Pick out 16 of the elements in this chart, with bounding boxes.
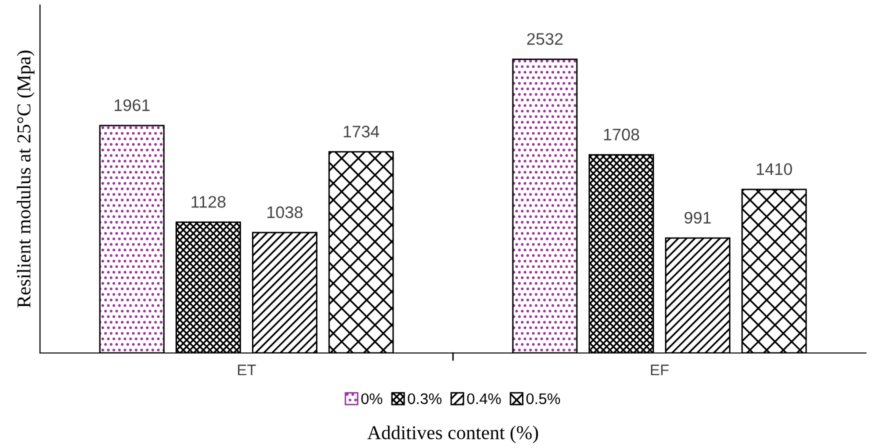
data-label: 1961 — [114, 99, 150, 112]
x-tick-label: ET — [238, 364, 256, 376]
x-axis-title: Additives content (%) — [367, 426, 538, 444]
data-label: 1128 — [192, 196, 226, 208]
data-label: 1410 — [756, 163, 792, 176]
legend-label: 0% — [361, 393, 382, 404]
data-label: 1708 — [604, 128, 640, 140]
legend-label: 0.4% — [467, 393, 501, 404]
x-tick-label: EF — [650, 364, 669, 376]
y-axis-title: Resilient modulus at 25°C (Mpa) — [16, 50, 34, 308]
legend-label: 0.3% — [408, 393, 442, 404]
data-label: 1038 — [267, 206, 303, 218]
data-label: 991 — [684, 212, 711, 224]
legend-label: 0.5% — [526, 393, 560, 404]
data-label: 2532 — [527, 33, 563, 45]
data-label: 1734 — [344, 126, 380, 138]
